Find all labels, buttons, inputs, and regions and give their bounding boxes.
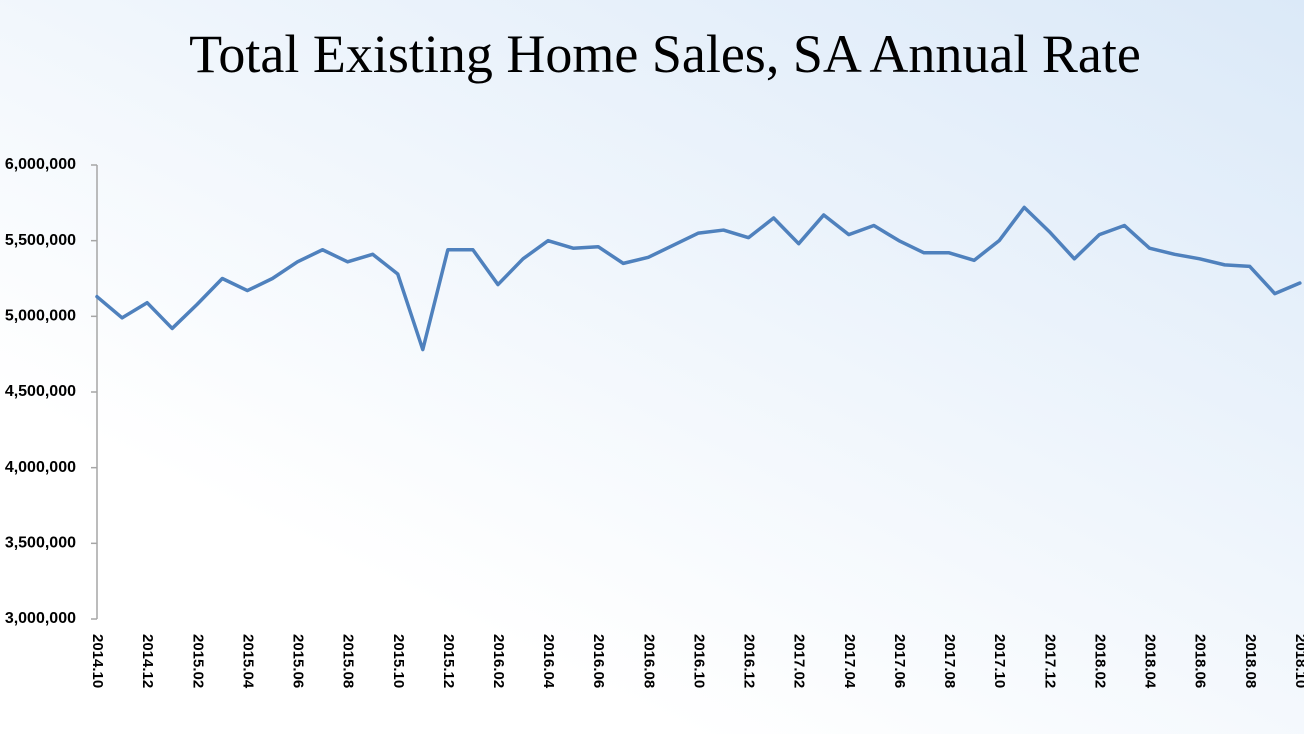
y-tick-label: 4,500,000: [5, 383, 76, 400]
x-tick-label: 2018.08: [1242, 634, 1259, 688]
y-tick-label: 3,000,000: [5, 610, 76, 627]
x-tick-label: 2018.04: [1142, 634, 1159, 689]
y-tick-label: 4,000,000: [5, 459, 76, 476]
x-tick-label: 2015.02: [189, 634, 206, 688]
x-tick-label: 2017.12: [1041, 634, 1058, 688]
x-tick-label: 2018.10: [1292, 634, 1304, 688]
x-tick-label: 2014.10: [89, 634, 106, 688]
x-tick-label: 2015.06: [290, 634, 307, 688]
x-tick-label: 2018.02: [1091, 634, 1108, 688]
y-tick-label: 3,500,000: [5, 535, 76, 552]
x-tick-label: 2017.02: [791, 634, 808, 688]
x-tick-label: 2015.12: [440, 634, 457, 688]
x-tick-label: 2016.10: [690, 634, 707, 688]
x-tick-label: 2015.04: [239, 634, 256, 689]
x-tick-label: 2017.10: [991, 634, 1008, 688]
y-tick-label: 5,000,000: [5, 308, 76, 325]
x-tick-label: 2015.10: [390, 634, 407, 688]
x-tick-label: 2017.08: [941, 634, 958, 688]
x-tick-label: 2016.02: [490, 634, 507, 688]
y-tick-label: 5,500,000: [5, 232, 76, 249]
data-line: [95, 205, 1302, 352]
chart-title: Total Existing Home Sales, SA Annual Rat…: [189, 24, 1141, 84]
x-tick-label: 2016.06: [590, 634, 607, 688]
x-tick-label: 2017.04: [841, 634, 858, 689]
x-tick-label: 2015.08: [340, 634, 357, 688]
x-tick-label: 2016.08: [640, 634, 657, 688]
x-tick-label: 2017.06: [891, 634, 908, 688]
y-tick-label: 6,000,000: [5, 156, 76, 173]
x-tick-label: 2016.12: [741, 634, 758, 688]
x-tick-label: 2016.04: [540, 634, 557, 689]
x-tick-label: 2014.12: [139, 634, 156, 688]
x-tick-label: 2018.06: [1192, 634, 1209, 688]
